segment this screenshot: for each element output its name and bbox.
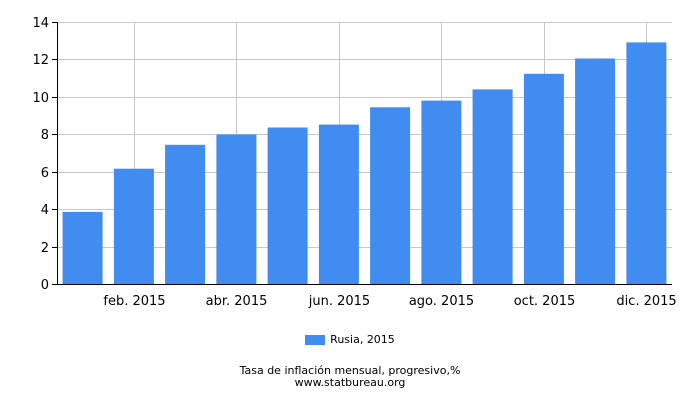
y-tick-label: 14 (32, 16, 49, 31)
x-tick-label: dic. 2015 (616, 294, 676, 309)
x-tick-label: ago. 2015 (409, 294, 474, 309)
axes (52, 22, 672, 285)
bar (370, 107, 411, 284)
bar (216, 134, 257, 284)
bar (165, 144, 206, 284)
y-tick-label: 0 (41, 278, 49, 293)
bar (62, 211, 103, 284)
y-tick-label: 4 (41, 203, 49, 218)
bar (113, 168, 154, 284)
chart-caption: Tasa de inflación mensual, progresivo,% (239, 364, 461, 377)
bar (575, 58, 616, 284)
legend-label: Rusia, 2015 (330, 333, 395, 346)
bar (267, 127, 308, 284)
x-tick-label: feb. 2015 (103, 294, 165, 309)
bars (62, 42, 667, 285)
x-tick-label: oct. 2015 (514, 294, 576, 309)
bar (626, 42, 667, 285)
legend: Rusia, 2015 (0, 333, 700, 346)
y-tick-label: 10 (32, 91, 49, 106)
y-tick-label: 2 (41, 241, 49, 256)
source-url: www.statbureau.org (294, 376, 406, 389)
y-tick-label: 12 (32, 53, 49, 68)
chart-area: 0 2 4 6 8 10 12 14 feb. 2015 abr. 2015 jun. 2015 a… (32, 16, 676, 309)
bar (472, 89, 513, 285)
y-tick-labels: 0 2 4 6 8 10 12 14 (32, 16, 49, 293)
x-tick-labels: feb. 2015 abr. 2015 jun. 2015 ago. 2015 oct.… (103, 294, 676, 309)
y-tick-label: 8 (41, 128, 49, 143)
y-tick-label: 6 (41, 166, 49, 181)
legend-swatch (305, 334, 326, 345)
bar (318, 124, 359, 284)
bar (421, 100, 462, 284)
x-tick-label: jun. 2015 (308, 294, 370, 309)
bar (523, 73, 564, 284)
x-tick-label: abr. 2015 (206, 294, 268, 309)
